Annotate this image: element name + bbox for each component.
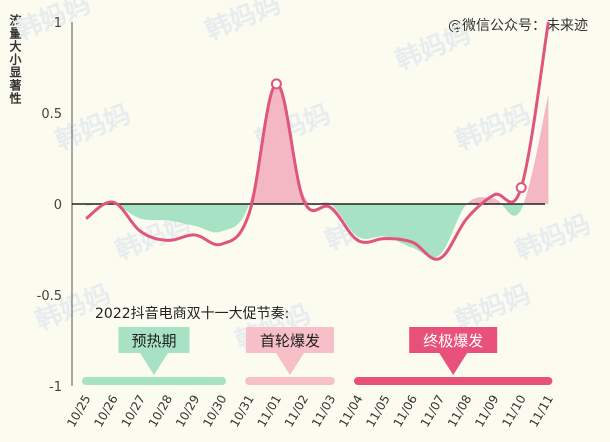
data-marker	[515, 182, 527, 194]
x-tick-label: 11/09	[472, 393, 501, 430]
watermark-text: 韩妈妈	[201, 0, 285, 46]
x-tick-label: 11/07	[418, 393, 447, 430]
phase-label: 首轮爆发	[260, 332, 320, 350]
x-tick-label: 11/03	[309, 393, 338, 430]
watermark-text: 韩妈妈	[451, 99, 535, 156]
x-tick-label: 10/27	[119, 393, 148, 430]
phase-label: 预热期	[131, 332, 176, 350]
x-tick-label: 11/10	[499, 393, 528, 430]
x-tick-label: 10/31	[227, 393, 256, 430]
line-series	[85, 21, 550, 261]
x-tick-label: 10/29	[173, 393, 202, 430]
phase-label: 终极爆发	[423, 332, 483, 350]
phase-annotations: 2022抖音电商双十一大促节奏: 预热期 首轮爆发 终极爆发	[82, 305, 553, 385]
background-watermarks: 韩妈妈韩妈妈韩妈妈韩妈妈韩妈妈韩妈妈韩妈妈韩妈妈韩妈妈韩妈妈韩妈妈韩妈妈	[11, 0, 595, 356]
y-tick-label: 0	[54, 198, 62, 213]
x-tick-label: 11/06	[391, 393, 420, 430]
x-tick-label: 11/04	[336, 393, 365, 430]
y-axis: 1 0.5 0 -0.5 -1	[37, 16, 73, 395]
phase-flag	[246, 327, 334, 375]
x-tick-label: 10/28	[146, 393, 175, 430]
phases-title: 2022抖音电商双十一大促节奏:	[95, 305, 289, 322]
watermark-text: 韩妈妈	[391, 19, 475, 76]
x-tick-label: 11/01	[255, 393, 284, 430]
source-watermark: @微信公众号：未来迹	[448, 18, 588, 34]
y-tick-label: -0.5	[37, 289, 62, 304]
x-tick-label: 11/02	[282, 393, 311, 430]
watermark-text: 韩妈妈	[511, 209, 595, 266]
y-tick-label: -1	[49, 380, 62, 395]
data-marker	[270, 78, 282, 90]
x-tick-label: 10/25	[64, 393, 93, 430]
y-axis-label: 流量大小显著性	[8, 14, 22, 105]
x-tick-label: 11/11	[527, 393, 556, 430]
y-tick-label: 1	[54, 16, 62, 31]
y-tick-label: 0.5	[41, 107, 62, 122]
area-series	[86, 83, 549, 258]
x-tick-label: 11/08	[445, 393, 474, 430]
x-tick-label: 11/05	[363, 393, 392, 430]
phase-flag	[118, 327, 190, 375]
x-tick-label: 10/26	[91, 393, 120, 430]
phase-flag	[409, 327, 498, 375]
x-axis-ticks: 10/2510/2610/2710/2810/2910/3010/3111/01…	[64, 393, 556, 430]
markers	[270, 78, 527, 194]
area-negative	[86, 204, 549, 258]
x-tick-label: 10/30	[200, 393, 229, 430]
watermark-text: 韩妈妈	[51, 99, 135, 156]
